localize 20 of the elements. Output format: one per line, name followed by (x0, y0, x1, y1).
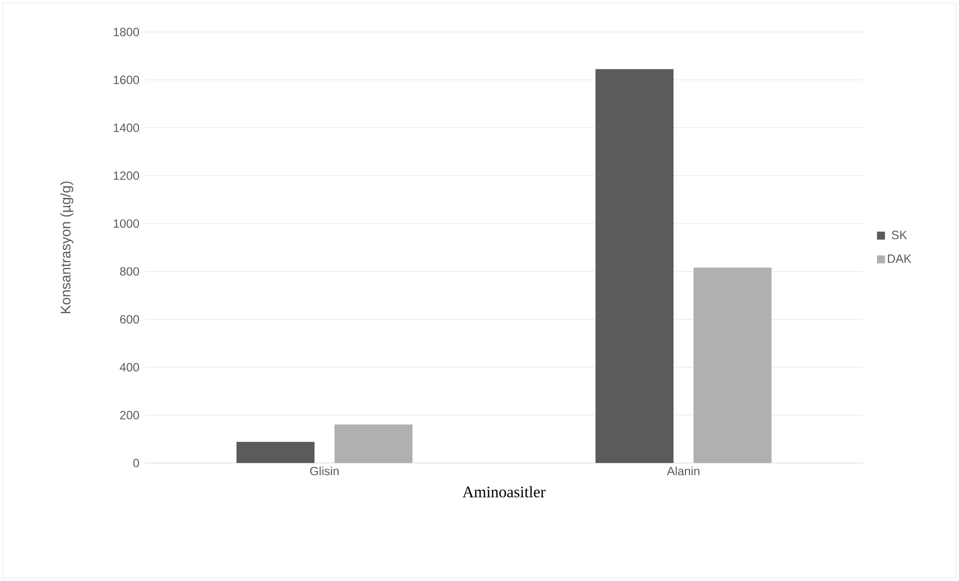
bar (236, 442, 315, 463)
legend-label: DAK (888, 254, 912, 263)
bar (334, 424, 413, 463)
bar (596, 69, 674, 463)
y-tick-label: 0 (133, 458, 140, 468)
x-tick-label: Glisin (310, 466, 339, 476)
x-tick-label: Alanin (666, 466, 700, 476)
y-tick-label: 200 (120, 410, 140, 420)
y-tick-label: 1800 (114, 28, 140, 36)
y-tick-label: 600 (120, 315, 140, 324)
legend-label: SK (892, 230, 908, 240)
y-tick-label: 1400 (114, 124, 140, 132)
bar (694, 268, 772, 463)
x-axis-title: Aminoasitler (462, 486, 546, 498)
y-tick-label: 800 (120, 267, 140, 276)
y-axis-title: Konsantrasyon (µg/g) (60, 182, 74, 314)
y-tick-label: 1600 (114, 76, 140, 84)
y-tick-label: 400 (120, 362, 140, 372)
y-tick-label: 1000 (114, 219, 140, 228)
y-tick-label: 1200 (114, 171, 140, 180)
